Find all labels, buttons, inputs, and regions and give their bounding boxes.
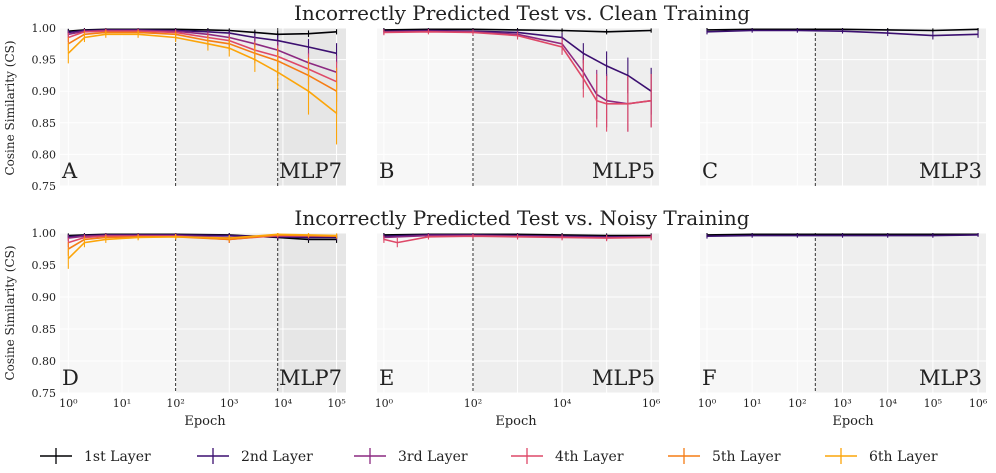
model-label: MLP5	[592, 366, 655, 390]
legend-item: 3rd Layer	[354, 448, 468, 465]
x-tick-label: 10²	[166, 397, 184, 410]
x-tick-label: 10⁰	[59, 397, 78, 410]
series-6th-layer	[67, 30, 338, 145]
series-2nd-layer	[706, 28, 979, 40]
x-tick-label: 10³	[220, 397, 238, 410]
series-4th-layer	[383, 233, 652, 248]
x-axis-label-e: Epoch	[495, 414, 537, 429]
model-label: MLP3	[919, 159, 982, 183]
y-tick-label: 0.75	[32, 387, 57, 400]
region-1	[472, 233, 659, 393]
x-tick-label: 10¹	[113, 397, 131, 410]
y-axis-label-bottom: Cosine Similarity (CS)	[3, 245, 17, 380]
x-axis-label-f: Epoch	[832, 414, 874, 429]
model-label: MLP7	[279, 159, 342, 183]
panel-letter: C	[702, 159, 718, 183]
y-tick-label: 0.90	[32, 85, 57, 98]
model-label: MLP5	[592, 159, 655, 183]
panel-letter: F	[702, 366, 717, 390]
x-tick-label: 10⁰	[698, 397, 717, 410]
legend-item: 5th Layer	[668, 448, 781, 465]
y-tick-label: 0.90	[32, 291, 57, 304]
panel-c: C MLP3	[700, 27, 986, 187]
legend: 1st Layer 2nd Layer 3rd Layer 4th Layer 5th …	[40, 448, 938, 465]
region-0	[700, 233, 816, 393]
x-tick-label: 10⁴	[553, 397, 572, 410]
x-tick-label: 10⁵	[327, 397, 345, 410]
y-tick-label: 0.85	[32, 117, 57, 130]
y-tick-label: 1.00	[32, 227, 57, 240]
x-axis-label-d: Epoch	[184, 414, 226, 429]
x-tick-label: 10⁶	[969, 397, 988, 410]
legend-item: 4th Layer	[511, 448, 624, 465]
region-0	[60, 233, 176, 393]
region-0	[60, 28, 176, 186]
region-0	[700, 28, 816, 186]
legend-item: 6th Layer	[825, 448, 938, 465]
legend-item: 2nd Layer	[197, 448, 313, 465]
x-tick-label: 10⁶	[642, 397, 661, 410]
legend-label: 1st Layer	[84, 449, 151, 465]
region-2	[277, 233, 346, 393]
x-tick-label: 10²	[464, 397, 482, 410]
model-label: MLP7	[279, 366, 342, 390]
y-tick-label: 0.80	[32, 355, 57, 368]
y-tick-label: 0.85	[32, 323, 57, 336]
panel-letter: B	[379, 159, 394, 183]
x-tick-label: 10¹	[743, 397, 761, 410]
series-line	[383, 30, 652, 105]
region-1	[815, 28, 986, 186]
y-tick-label: 0.80	[32, 148, 57, 161]
y-tick-label: 0.95	[32, 54, 57, 67]
x-tick-label: 10⁵	[924, 397, 942, 410]
panel-e: 10⁰ 10² 10⁴ 10⁶ E MLP5	[375, 232, 661, 410]
y-tick-label: 1.00	[32, 22, 57, 35]
legend-label: 6th Layer	[869, 449, 938, 465]
model-label: MLP3	[919, 366, 982, 390]
panel-a: 0.75 0.80 0.85 0.90 0.95 1.00 A MLP7	[32, 22, 346, 193]
y-tick-label: 0.95	[32, 259, 57, 272]
x-tick-label: 10⁴	[878, 397, 897, 410]
panel-letter: A	[61, 159, 78, 183]
panel-b: B MLP5	[377, 27, 659, 187]
y-tick-label: 0.75	[32, 180, 57, 193]
x-tick-label: 10⁰	[375, 397, 394, 410]
panel-d: 0.75 0.80 0.85 0.90 0.95 1.00 10⁰ 10¹ 10² 10³ 10⁴ 1…	[32, 227, 346, 410]
series-2nd-layer	[706, 233, 979, 239]
legend-label: 5th Layer	[712, 449, 781, 465]
series-6th-layer	[67, 233, 338, 269]
series-4th-layer	[383, 29, 652, 132]
row-title-clean: Incorrectly Predicted Test vs. Clean Tra…	[294, 1, 750, 25]
legend-item: 1st Layer	[40, 448, 151, 465]
x-tick-label: 10⁴	[274, 397, 293, 410]
region-1	[815, 233, 986, 393]
series-line	[383, 235, 652, 244]
legend-label: 4th Layer	[555, 449, 624, 465]
panel-letter: E	[379, 366, 394, 390]
y-axis-label-top: Cosine Similarity (CS)	[3, 40, 17, 175]
x-tick-label: 10³	[833, 397, 851, 410]
region-1	[175, 28, 278, 186]
region-1	[175, 233, 278, 393]
legend-label: 2nd Layer	[241, 449, 313, 465]
region-0	[377, 28, 473, 186]
panel-letter: D	[62, 366, 79, 390]
region-0	[377, 233, 473, 393]
x-tick-label: 10²	[788, 397, 806, 410]
row-title-noisy: Incorrectly Predicted Test vs. Noisy Tra…	[294, 206, 749, 230]
panel-f: 10⁰ 10¹ 10² 10³ 10⁴ 10⁵ 10⁶ F MLP3	[698, 232, 988, 410]
legend-label: 3rd Layer	[398, 449, 468, 465]
